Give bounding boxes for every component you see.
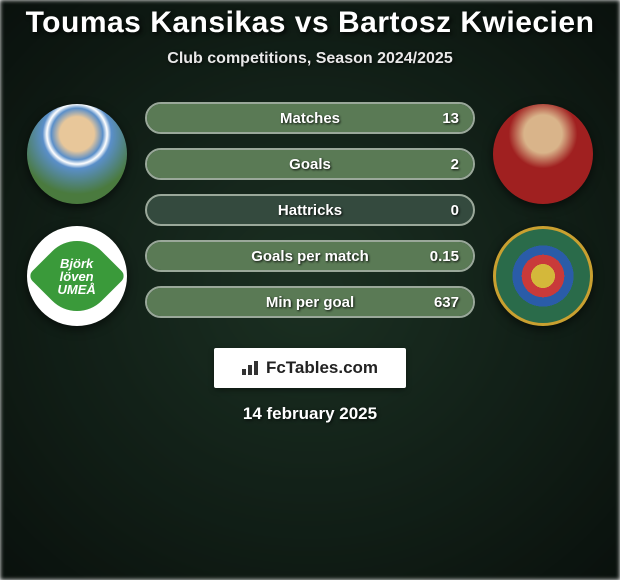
branding-text: FcTables.com: [266, 358, 378, 378]
stat-value-right: 0.15: [430, 248, 459, 265]
branding-badge: FcTables.com: [214, 348, 406, 388]
stat-label: Goals per match: [251, 248, 369, 265]
player-left-avatar: [27, 104, 127, 204]
comparison-row: Björk löven UMEÅ Matches 13 Goals 2 Hatt…: [0, 96, 620, 326]
leaf-icon: Björk löven UMEÅ: [28, 227, 127, 326]
left-player-column: Björk löven UMEÅ: [27, 96, 127, 326]
stat-value-right: 13: [442, 110, 459, 127]
stat-bar-matches: Matches 13: [145, 102, 475, 134]
right-player-column: [493, 96, 593, 326]
date-label: 14 february 2025: [243, 404, 377, 424]
stat-value-right: 637: [434, 294, 459, 311]
club-left-logo: Björk löven UMEÅ: [27, 226, 127, 326]
player-right-avatar: [493, 104, 593, 204]
stat-bar-min-per-goal: Min per goal 637: [145, 286, 475, 318]
stat-value-right: 0: [451, 202, 459, 219]
stats-column: Matches 13 Goals 2 Hattricks 0 Goals per…: [145, 96, 475, 318]
stat-label: Hattricks: [278, 202, 342, 219]
club-left-logo-text: Björk löven UMEÅ: [42, 257, 112, 296]
subtitle: Club competitions, Season 2024/2025: [167, 50, 452, 68]
stat-label: Min per goal: [266, 294, 354, 311]
stat-bar-goals: Goals 2: [145, 148, 475, 180]
page-title: Toumas Kansikas vs Bartosz Kwiecien: [26, 6, 595, 40]
stat-label: Goals: [289, 156, 331, 173]
bar-chart-icon: [242, 361, 260, 375]
stat-bar-hattricks: Hattricks 0: [145, 194, 475, 226]
stat-bar-goals-per-match: Goals per match 0.15: [145, 240, 475, 272]
stat-value-right: 2: [451, 156, 459, 173]
club-right-logo: [493, 226, 593, 326]
stat-label: Matches: [280, 110, 340, 127]
